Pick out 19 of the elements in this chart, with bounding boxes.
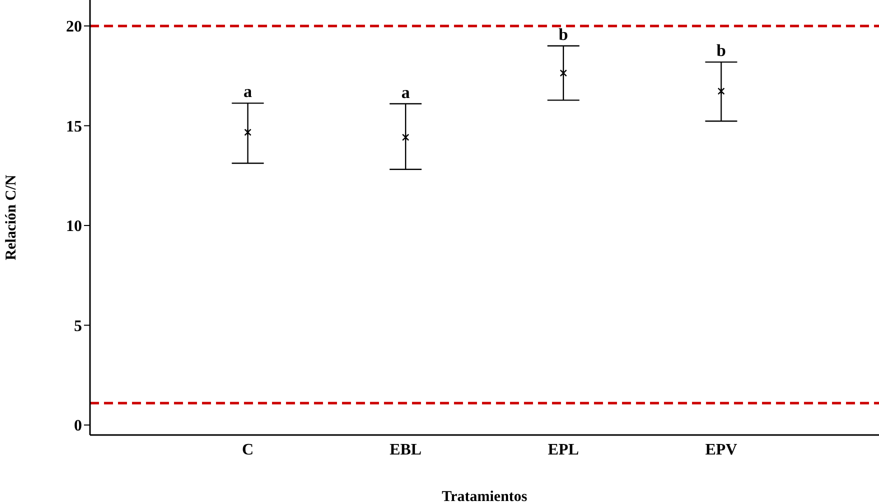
y-tick-label: 15 [66, 118, 82, 136]
point [718, 88, 725, 95]
x-tick-label: EBL [390, 441, 422, 458]
point [560, 69, 567, 77]
annotation: b [558, 24, 568, 44]
annotation: b [716, 41, 726, 60]
y-tick-label: 10 [66, 218, 82, 236]
y-axis-title: Relación C/N [3, 174, 20, 260]
y-tick-label: 0 [74, 418, 82, 435]
y-tick-label: 5 [74, 318, 82, 335]
annotation: a [244, 82, 253, 102]
x-axis-title: Tratamientos [442, 489, 528, 503]
y-tick-label: 20 [66, 18, 82, 36]
x-tick-label: EPL [548, 441, 579, 458]
annotation: a [401, 82, 410, 102]
point [402, 134, 410, 141]
point [244, 128, 252, 136]
x-tick-label: EPV [705, 441, 738, 458]
x-tick-label: C [242, 441, 254, 458]
